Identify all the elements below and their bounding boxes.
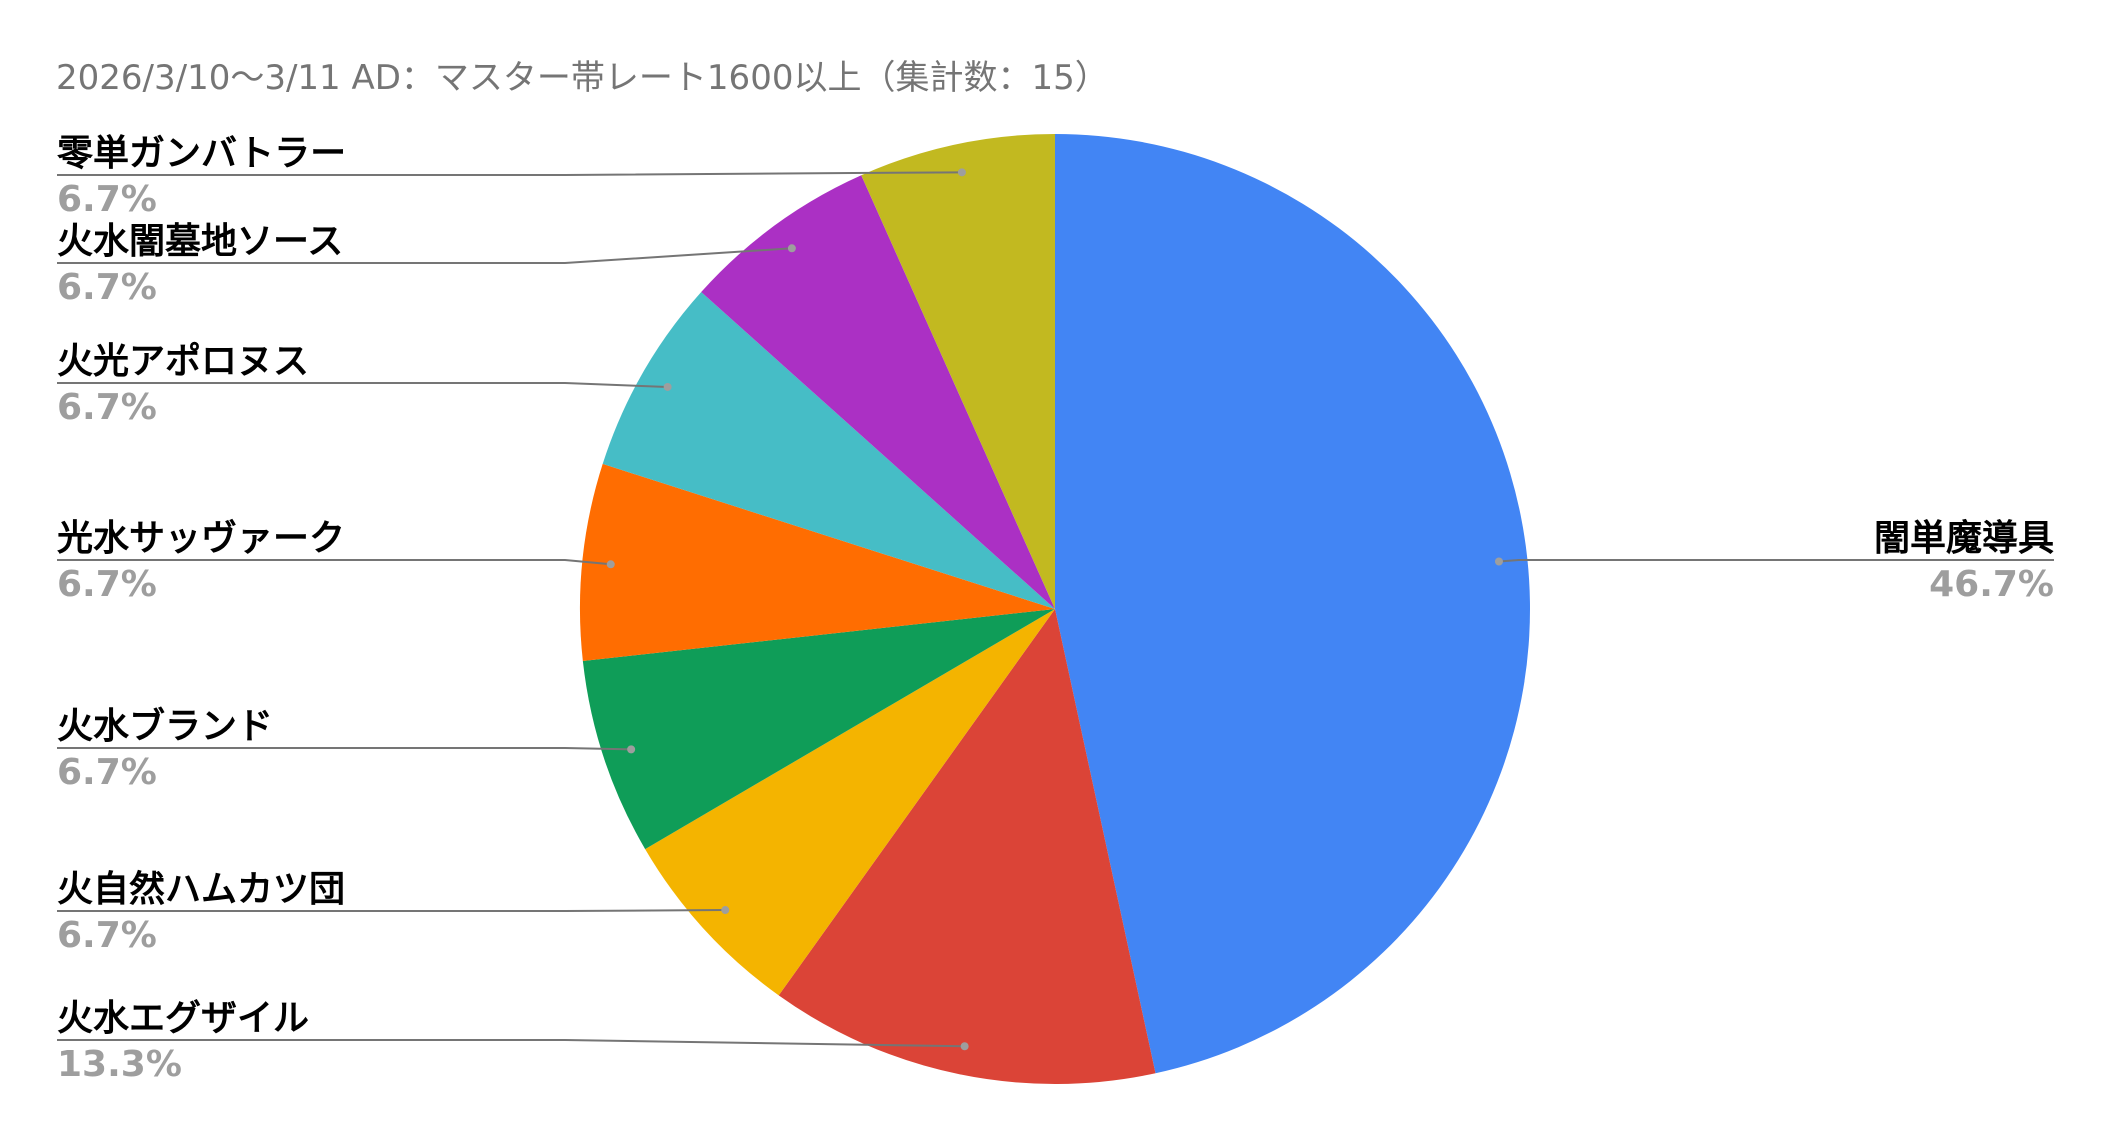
leader-line — [57, 747, 632, 751]
pie-slice — [582, 609, 1055, 850]
leader-dot — [957, 168, 966, 177]
pie-slice — [1055, 134, 1530, 1074]
slice-value-label: 46.7% — [1929, 564, 2054, 605]
slice-label: 火水ブランド — [57, 705, 273, 747]
leader-line — [57, 171, 962, 176]
leader-line — [57, 382, 668, 388]
slice-value-label: 6.7% — [57, 267, 157, 308]
leader-line — [57, 909, 726, 912]
leader-dot — [960, 1042, 969, 1051]
leader-line — [57, 559, 611, 566]
slice-value-label: 6.7% — [57, 752, 157, 793]
slice-value-label: 6.7% — [57, 564, 157, 605]
pie-slice — [580, 463, 1055, 662]
slice-label: 火水エグザイル — [57, 998, 309, 1039]
pie-slice — [645, 609, 1055, 996]
slice-label: 火水闇墓地ソース — [57, 221, 343, 262]
pie-slice — [701, 175, 1055, 610]
leader-line — [57, 1039, 965, 1048]
slice-label: 火光アポロヌス — [57, 340, 309, 382]
slice-value-label: 6.7% — [57, 387, 157, 428]
leader-dot — [721, 906, 730, 915]
pie-slice — [861, 134, 1055, 609]
leader-dot — [627, 745, 636, 754]
leader-dot — [787, 244, 796, 253]
slice-value-label: 6.7% — [57, 915, 157, 956]
leader-line — [57, 247, 792, 264]
slice-value-label: 6.7% — [57, 179, 157, 220]
slice-label: 闇単魔導具 — [1874, 518, 2054, 559]
chart-title: 2026/3/10〜3/11 AD：マスター帯レート1600以上（集計数：15） — [56, 58, 1109, 98]
slice-label: 光水サッヴァーク — [57, 518, 345, 559]
leader-dot — [1494, 557, 1503, 566]
pie-slice — [602, 292, 1055, 609]
slice-label: 火自然ハムカツ団 — [57, 868, 345, 910]
leader-dot — [606, 560, 615, 569]
pie-slice — [778, 609, 1156, 1084]
leader-dot — [663, 382, 672, 391]
leader-line — [1498, 559, 2054, 563]
slice-label: 零単ガンバトラー — [57, 133, 346, 174]
slice-value-label: 13.3% — [57, 1044, 182, 1085]
